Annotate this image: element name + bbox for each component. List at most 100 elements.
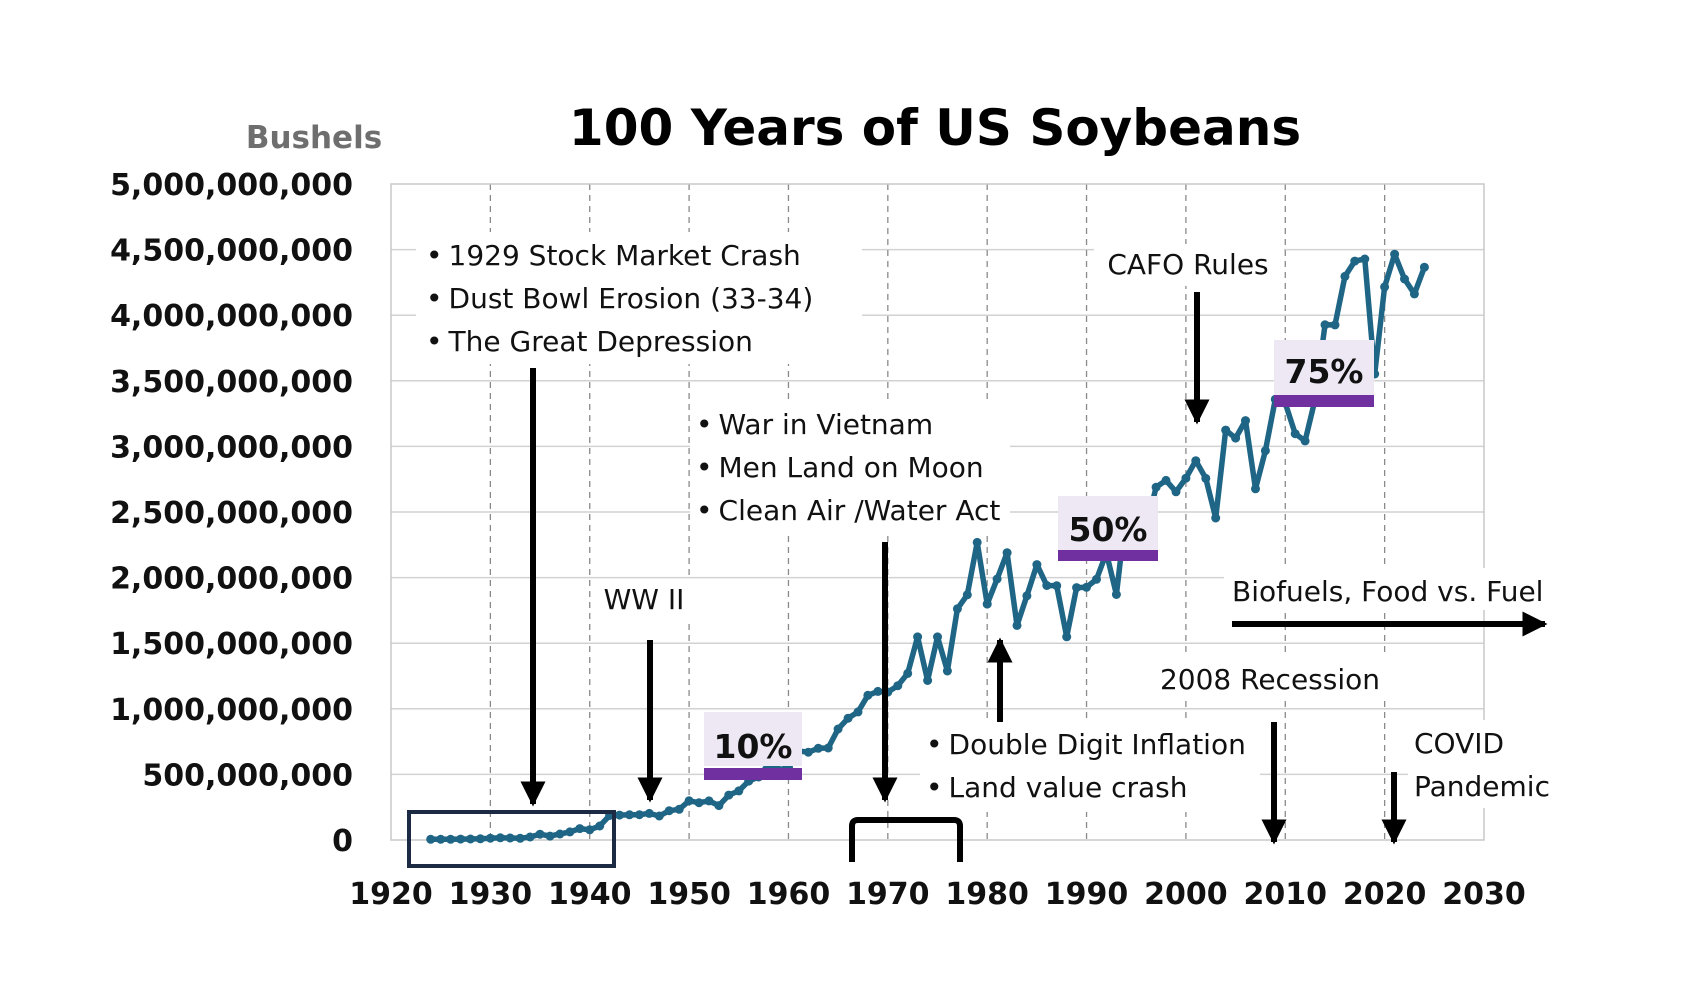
- data-point: [615, 810, 624, 820]
- data-point: [823, 743, 833, 753]
- annotation-eighties-line-1: • Double Digit Inflation: [926, 728, 1246, 761]
- data-point: [1111, 590, 1121, 599]
- badge-10-bg: [704, 712, 802, 766]
- badge-10-label: 10%: [714, 727, 793, 766]
- badge-50-bg: [1058, 496, 1158, 550]
- data-point: [495, 833, 505, 843]
- data-point: [1390, 249, 1400, 259]
- x-tick-label: 2010: [1244, 877, 1328, 912]
- annotation-recession: 2008 Recession: [1160, 663, 1380, 696]
- annotation-text: Dust Bowl Erosion (33-34): [449, 282, 814, 315]
- annotation-depression-bg: [416, 232, 862, 364]
- annotation-cafo: CAFO Rules: [1107, 248, 1268, 281]
- data-point: [873, 686, 883, 696]
- data-point: [724, 790, 734, 800]
- annotation-cafo-bg: [1094, 244, 1284, 286]
- data-point: [853, 707, 863, 717]
- x-tick-label: 1990: [1045, 877, 1129, 912]
- data-point: [565, 827, 575, 837]
- badge-50-bar: [1058, 550, 1158, 561]
- data-point: [1171, 487, 1181, 497]
- annotation-text: The Great Depression: [448, 325, 753, 358]
- bullet: •: [926, 728, 943, 761]
- y-axis-unit: Bushels: [246, 120, 382, 156]
- y-tick-label: 500,000,000: [142, 758, 353, 793]
- annotation-text: Double Digit Inflation: [949, 728, 1246, 761]
- data-point: [426, 834, 436, 844]
- badge-10-percent: 10%: [704, 712, 802, 780]
- y-tick-label: 0: [332, 824, 353, 859]
- data-point: [992, 574, 1002, 584]
- data-point: [1032, 560, 1042, 570]
- x-tick-label: 1960: [747, 877, 831, 912]
- data-point: [1022, 591, 1032, 601]
- data-point: [475, 834, 485, 844]
- chart-title: 100 Years of US Soybeans: [569, 99, 1301, 157]
- data-point: [1380, 282, 1390, 292]
- annotation-covid-bg: [1408, 720, 1558, 808]
- y-axis-ticks: 0 500,000,000 1,000,000,000 1,500,000,000 2,…: [110, 168, 353, 859]
- annotation-sixties-line-1: • War in Vietnam: [696, 408, 933, 441]
- annotation-text: Men Land on Moon: [719, 451, 984, 484]
- bullet: •: [696, 494, 713, 527]
- highlight-box-early-years: [407, 810, 616, 868]
- data-point: [1062, 632, 1072, 642]
- data-point: [1191, 456, 1201, 466]
- data-point: [1012, 620, 1022, 630]
- x-tick-label: 1970: [846, 877, 930, 912]
- bullet: •: [426, 325, 443, 358]
- data-point: [893, 681, 903, 691]
- data-point: [972, 537, 982, 547]
- data-point: [515, 833, 525, 843]
- data-point: [1002, 548, 1012, 558]
- data-point: [654, 811, 664, 821]
- bullet: •: [696, 451, 713, 484]
- data-point: [1042, 581, 1052, 590]
- data-point: [505, 833, 515, 843]
- data-point: [595, 821, 605, 831]
- data-point: [962, 590, 972, 600]
- x-tick-label: 1980: [945, 877, 1029, 912]
- data-point: [1409, 289, 1419, 299]
- badge-50-percent: 50%: [1058, 496, 1158, 561]
- data-point: [734, 786, 744, 796]
- y-tick-label: 2,500,000,000: [110, 496, 353, 531]
- data-point: [843, 713, 853, 723]
- data-point: [952, 604, 962, 614]
- data-point: [1211, 513, 1221, 523]
- data-point: [803, 747, 813, 757]
- data-point: [1092, 574, 1101, 584]
- data-point: [1400, 274, 1409, 284]
- data-point: [634, 810, 644, 820]
- annotation-covid-line-1: COVID: [1414, 727, 1504, 760]
- y-tick-label: 4,500,000,000: [110, 234, 353, 269]
- plot-border: [390, 183, 1485, 841]
- x-tick-label: 1930: [449, 877, 533, 912]
- data-point: [1181, 473, 1191, 483]
- data-point: [1201, 473, 1211, 483]
- data-point: [575, 824, 585, 834]
- data-point: [1350, 256, 1360, 266]
- data-point: [1290, 429, 1300, 439]
- annotation-text: Clean Air /Water Act: [719, 494, 1001, 527]
- y-tick-label: 1,000,000,000: [110, 693, 353, 728]
- data-point: [664, 806, 674, 816]
- series-production: [426, 249, 1429, 844]
- data-point: [1419, 262, 1429, 272]
- annotation-sixties-bg: [690, 402, 1010, 534]
- data-point: [585, 825, 595, 835]
- badge-50-label: 50%: [1069, 510, 1148, 549]
- annotation-eighties-bg: [920, 722, 1260, 812]
- data-point: [942, 666, 952, 676]
- annotation-depression: • 1929 Stock Market Crash • Dust Bowl Eros…: [416, 232, 862, 364]
- data-point: [684, 796, 694, 806]
- annotation-eighties-line-2: • Land value crash: [926, 771, 1187, 804]
- y-tick-label: 3,500,000,000: [110, 365, 353, 400]
- x-tick-label: 1940: [548, 877, 632, 912]
- annotation-sixties-line-3: • Clean Air /Water Act: [696, 494, 1000, 527]
- y-tick-label: 2,000,000,000: [110, 562, 353, 597]
- x-axis-ticks: 1920 1930 1940 1950 1960 1970 1980 1990 2000 2010…: [349, 877, 1526, 912]
- data-point: [545, 831, 555, 841]
- annotation-depression-line-3: • The Great Depression: [426, 325, 753, 358]
